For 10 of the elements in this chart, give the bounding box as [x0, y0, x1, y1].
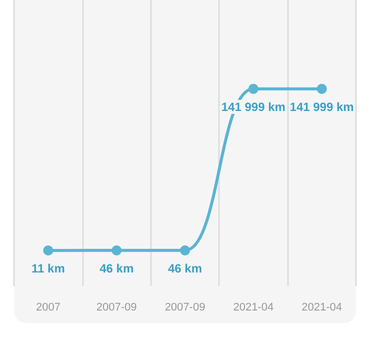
data-label: 46 km — [100, 261, 134, 276]
x-tick-label: 2007-09 — [96, 302, 137, 314]
x-tick-label: 2021-04 — [302, 302, 342, 314]
data-label: 141 999 km — [221, 100, 286, 114]
x-tick-label: 2007-09 — [164, 302, 206, 314]
data-label: 11 km — [32, 261, 65, 276]
data-label: 141 999 km — [290, 100, 354, 114]
x-tick-label: 2007 — [36, 302, 60, 314]
data-label: 46 km — [168, 261, 202, 276]
x-tick-label: 2021-04 — [233, 302, 274, 314]
